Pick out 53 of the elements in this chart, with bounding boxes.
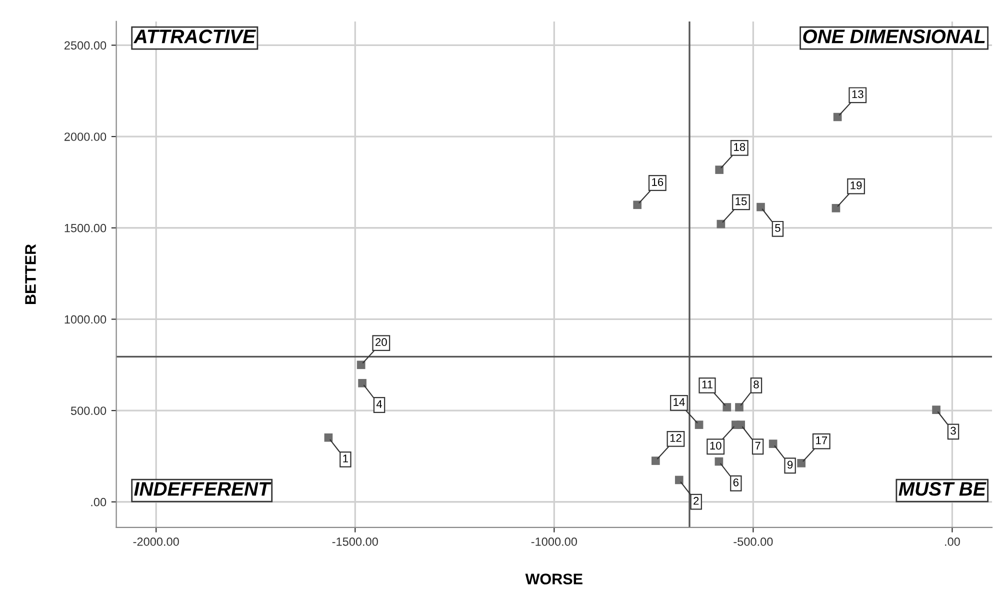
y-tick-label: 2000.00 xyxy=(64,132,106,141)
x-tick-label: -2000.00 xyxy=(133,537,179,546)
annotation: 18 xyxy=(734,143,746,151)
point xyxy=(358,378,366,388)
x-axis-title: WORSE xyxy=(525,574,582,584)
annotation: 13 xyxy=(852,90,864,98)
annotation: 12 xyxy=(670,434,682,442)
annotation: 15 xyxy=(736,197,747,206)
annotation: 1 xyxy=(343,454,348,462)
annotation: 4 xyxy=(376,400,382,408)
annotation: ONE DIMENSIONAL xyxy=(803,30,985,44)
annotation: 5 xyxy=(775,224,780,232)
annotation: 19 xyxy=(850,181,862,190)
y-axis-title: BETTER xyxy=(25,244,36,304)
annotation: 14 xyxy=(674,398,685,406)
point xyxy=(356,360,366,370)
point xyxy=(694,420,704,429)
annotation: MUST BE xyxy=(898,482,986,496)
y-tick-label: .00 xyxy=(91,498,106,506)
annotation: 20 xyxy=(376,338,387,346)
annotation: 6 xyxy=(733,478,739,486)
point xyxy=(932,406,940,414)
annotation: 2 xyxy=(694,496,699,505)
point xyxy=(736,420,746,429)
annotation: 11 xyxy=(702,380,712,388)
point xyxy=(832,204,840,212)
annotation: 17 xyxy=(816,436,828,444)
point xyxy=(735,403,744,412)
point xyxy=(715,166,724,174)
point xyxy=(633,200,642,210)
x-tick-label: .00 xyxy=(945,537,960,546)
y-tick-label: 1000.00 xyxy=(64,315,106,324)
annotation: 3 xyxy=(950,426,956,435)
point xyxy=(797,458,806,468)
x-tick-label: -1000.00 xyxy=(531,537,577,546)
annotation: 9 xyxy=(787,460,793,469)
point xyxy=(756,202,765,212)
x-tick-label: -500.00 xyxy=(734,537,773,546)
point xyxy=(324,433,333,442)
y-tick-label: 2500.00 xyxy=(64,41,106,50)
y-tick-label: 500.00 xyxy=(70,406,106,415)
y-tick-label: 1500.00 xyxy=(64,224,106,232)
point xyxy=(674,476,684,484)
annotation: 16 xyxy=(652,178,664,186)
annotation: INDEFFERENT xyxy=(134,482,272,496)
point xyxy=(768,440,778,448)
annotation: ATTRACTIVE xyxy=(133,30,256,44)
x-tick-label: -1500.00 xyxy=(332,537,378,546)
annotation: 7 xyxy=(755,442,760,450)
annotation: 8 xyxy=(754,380,759,388)
annotation: 10 xyxy=(710,442,722,450)
point xyxy=(722,403,732,412)
point xyxy=(651,456,660,465)
